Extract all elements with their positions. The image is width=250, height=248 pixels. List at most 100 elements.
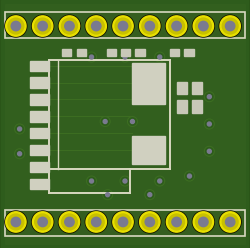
Circle shape: [100, 117, 110, 126]
Circle shape: [5, 15, 27, 37]
Circle shape: [88, 53, 95, 61]
Circle shape: [121, 177, 129, 185]
Circle shape: [207, 122, 211, 126]
Circle shape: [139, 211, 161, 233]
Circle shape: [145, 190, 155, 199]
Circle shape: [90, 55, 94, 59]
Circle shape: [169, 18, 184, 34]
Circle shape: [87, 52, 96, 62]
Circle shape: [92, 21, 101, 31]
Bar: [5, 12, 245, 38]
Circle shape: [120, 176, 130, 186]
Circle shape: [11, 217, 20, 227]
Circle shape: [5, 211, 27, 233]
Circle shape: [222, 214, 238, 230]
Bar: [192, 82, 202, 94]
Circle shape: [32, 16, 53, 36]
Circle shape: [155, 52, 164, 62]
Bar: [170, 49, 179, 56]
Circle shape: [142, 18, 158, 34]
Circle shape: [123, 179, 127, 183]
Circle shape: [103, 120, 107, 124]
Circle shape: [121, 53, 129, 61]
Circle shape: [92, 217, 101, 227]
Circle shape: [65, 217, 74, 227]
Circle shape: [145, 217, 154, 227]
Circle shape: [186, 172, 193, 180]
Circle shape: [62, 18, 78, 34]
Circle shape: [15, 149, 24, 159]
Circle shape: [139, 15, 161, 37]
Circle shape: [172, 217, 181, 227]
Bar: [184, 49, 194, 56]
Circle shape: [207, 149, 211, 153]
Circle shape: [196, 18, 211, 34]
Circle shape: [166, 212, 187, 232]
Bar: [62, 49, 72, 56]
Bar: [136, 49, 145, 56]
Circle shape: [172, 21, 181, 31]
Circle shape: [158, 179, 162, 183]
Circle shape: [207, 95, 211, 99]
Circle shape: [86, 16, 106, 36]
Circle shape: [158, 55, 162, 59]
Circle shape: [113, 16, 133, 36]
Bar: [30, 145, 49, 155]
Circle shape: [166, 16, 187, 36]
Circle shape: [166, 15, 188, 37]
Circle shape: [38, 217, 48, 227]
Circle shape: [199, 21, 208, 31]
Bar: [30, 162, 49, 172]
Bar: [177, 100, 187, 113]
Circle shape: [220, 16, 240, 36]
Circle shape: [193, 212, 214, 232]
Circle shape: [90, 179, 94, 183]
Circle shape: [148, 193, 152, 197]
Circle shape: [58, 15, 80, 37]
Circle shape: [192, 211, 214, 233]
Circle shape: [156, 53, 164, 61]
Circle shape: [192, 15, 214, 37]
Bar: [77, 49, 86, 56]
Circle shape: [32, 211, 54, 233]
Circle shape: [88, 177, 95, 185]
Circle shape: [18, 127, 21, 131]
Circle shape: [115, 18, 131, 34]
Circle shape: [120, 52, 130, 62]
Circle shape: [219, 15, 241, 37]
Circle shape: [6, 212, 26, 232]
Circle shape: [16, 125, 23, 133]
Circle shape: [145, 21, 154, 31]
Bar: [30, 94, 49, 105]
Circle shape: [106, 193, 110, 197]
Circle shape: [35, 18, 50, 34]
Circle shape: [113, 212, 133, 232]
Circle shape: [226, 21, 235, 31]
Circle shape: [85, 211, 107, 233]
Bar: [132, 63, 165, 104]
Circle shape: [118, 217, 128, 227]
Circle shape: [129, 118, 136, 125]
Circle shape: [59, 16, 80, 36]
Circle shape: [156, 177, 164, 185]
Circle shape: [88, 18, 104, 34]
Circle shape: [206, 148, 213, 155]
Circle shape: [199, 217, 208, 227]
Circle shape: [38, 21, 48, 31]
Circle shape: [140, 16, 160, 36]
Circle shape: [204, 92, 214, 102]
Circle shape: [6, 16, 26, 36]
Circle shape: [155, 176, 164, 186]
Circle shape: [58, 211, 80, 233]
Circle shape: [219, 211, 241, 233]
Bar: [132, 136, 165, 164]
Circle shape: [35, 214, 50, 230]
Circle shape: [65, 21, 74, 31]
Circle shape: [8, 214, 24, 230]
Circle shape: [226, 217, 235, 227]
Circle shape: [188, 174, 192, 178]
Circle shape: [18, 152, 21, 156]
Circle shape: [166, 211, 188, 233]
Circle shape: [204, 146, 214, 156]
Bar: [30, 128, 49, 138]
